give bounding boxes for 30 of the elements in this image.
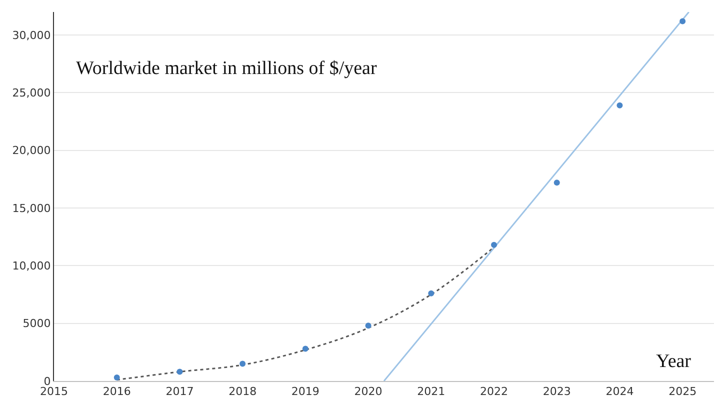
x-tick-label: 2023	[542, 385, 571, 398]
x-tick-label: 2019	[291, 385, 320, 398]
point	[114, 374, 120, 381]
point	[176, 368, 183, 375]
x-axis-title: Year	[656, 351, 692, 372]
y-tick-label: 30,000	[12, 28, 51, 42]
x-tick-label: 2025	[668, 385, 697, 398]
y-tick-label: 20,000	[12, 144, 51, 158]
x-tick-label: 2017	[166, 385, 194, 398]
y-tick-label: 0	[44, 374, 51, 388]
y-tick-label: 25,000	[12, 86, 51, 100]
point	[680, 18, 686, 24]
y-tick-label: 15,000	[12, 202, 51, 215]
x-tick-label: 2015	[40, 385, 68, 398]
x-tick-label: 2018	[228, 385, 257, 398]
point	[240, 360, 246, 367]
x-tick-label: 2016	[102, 385, 131, 398]
x-tick-label: 2021	[417, 385, 446, 398]
x-tick-label: 2024	[606, 385, 634, 398]
y-tick-label: 10,000	[12, 260, 51, 273]
point	[302, 346, 308, 352]
point	[491, 242, 497, 248]
point	[616, 102, 623, 108]
point	[428, 290, 434, 296]
point	[554, 180, 560, 186]
point	[365, 322, 372, 329]
x-tick-label: 2020	[354, 385, 382, 398]
y-tick-label: 5000	[22, 317, 51, 330]
y-axis-title: Worldwide market in millions of $/year	[76, 58, 378, 79]
x-tick-label: 2022	[480, 385, 508, 398]
